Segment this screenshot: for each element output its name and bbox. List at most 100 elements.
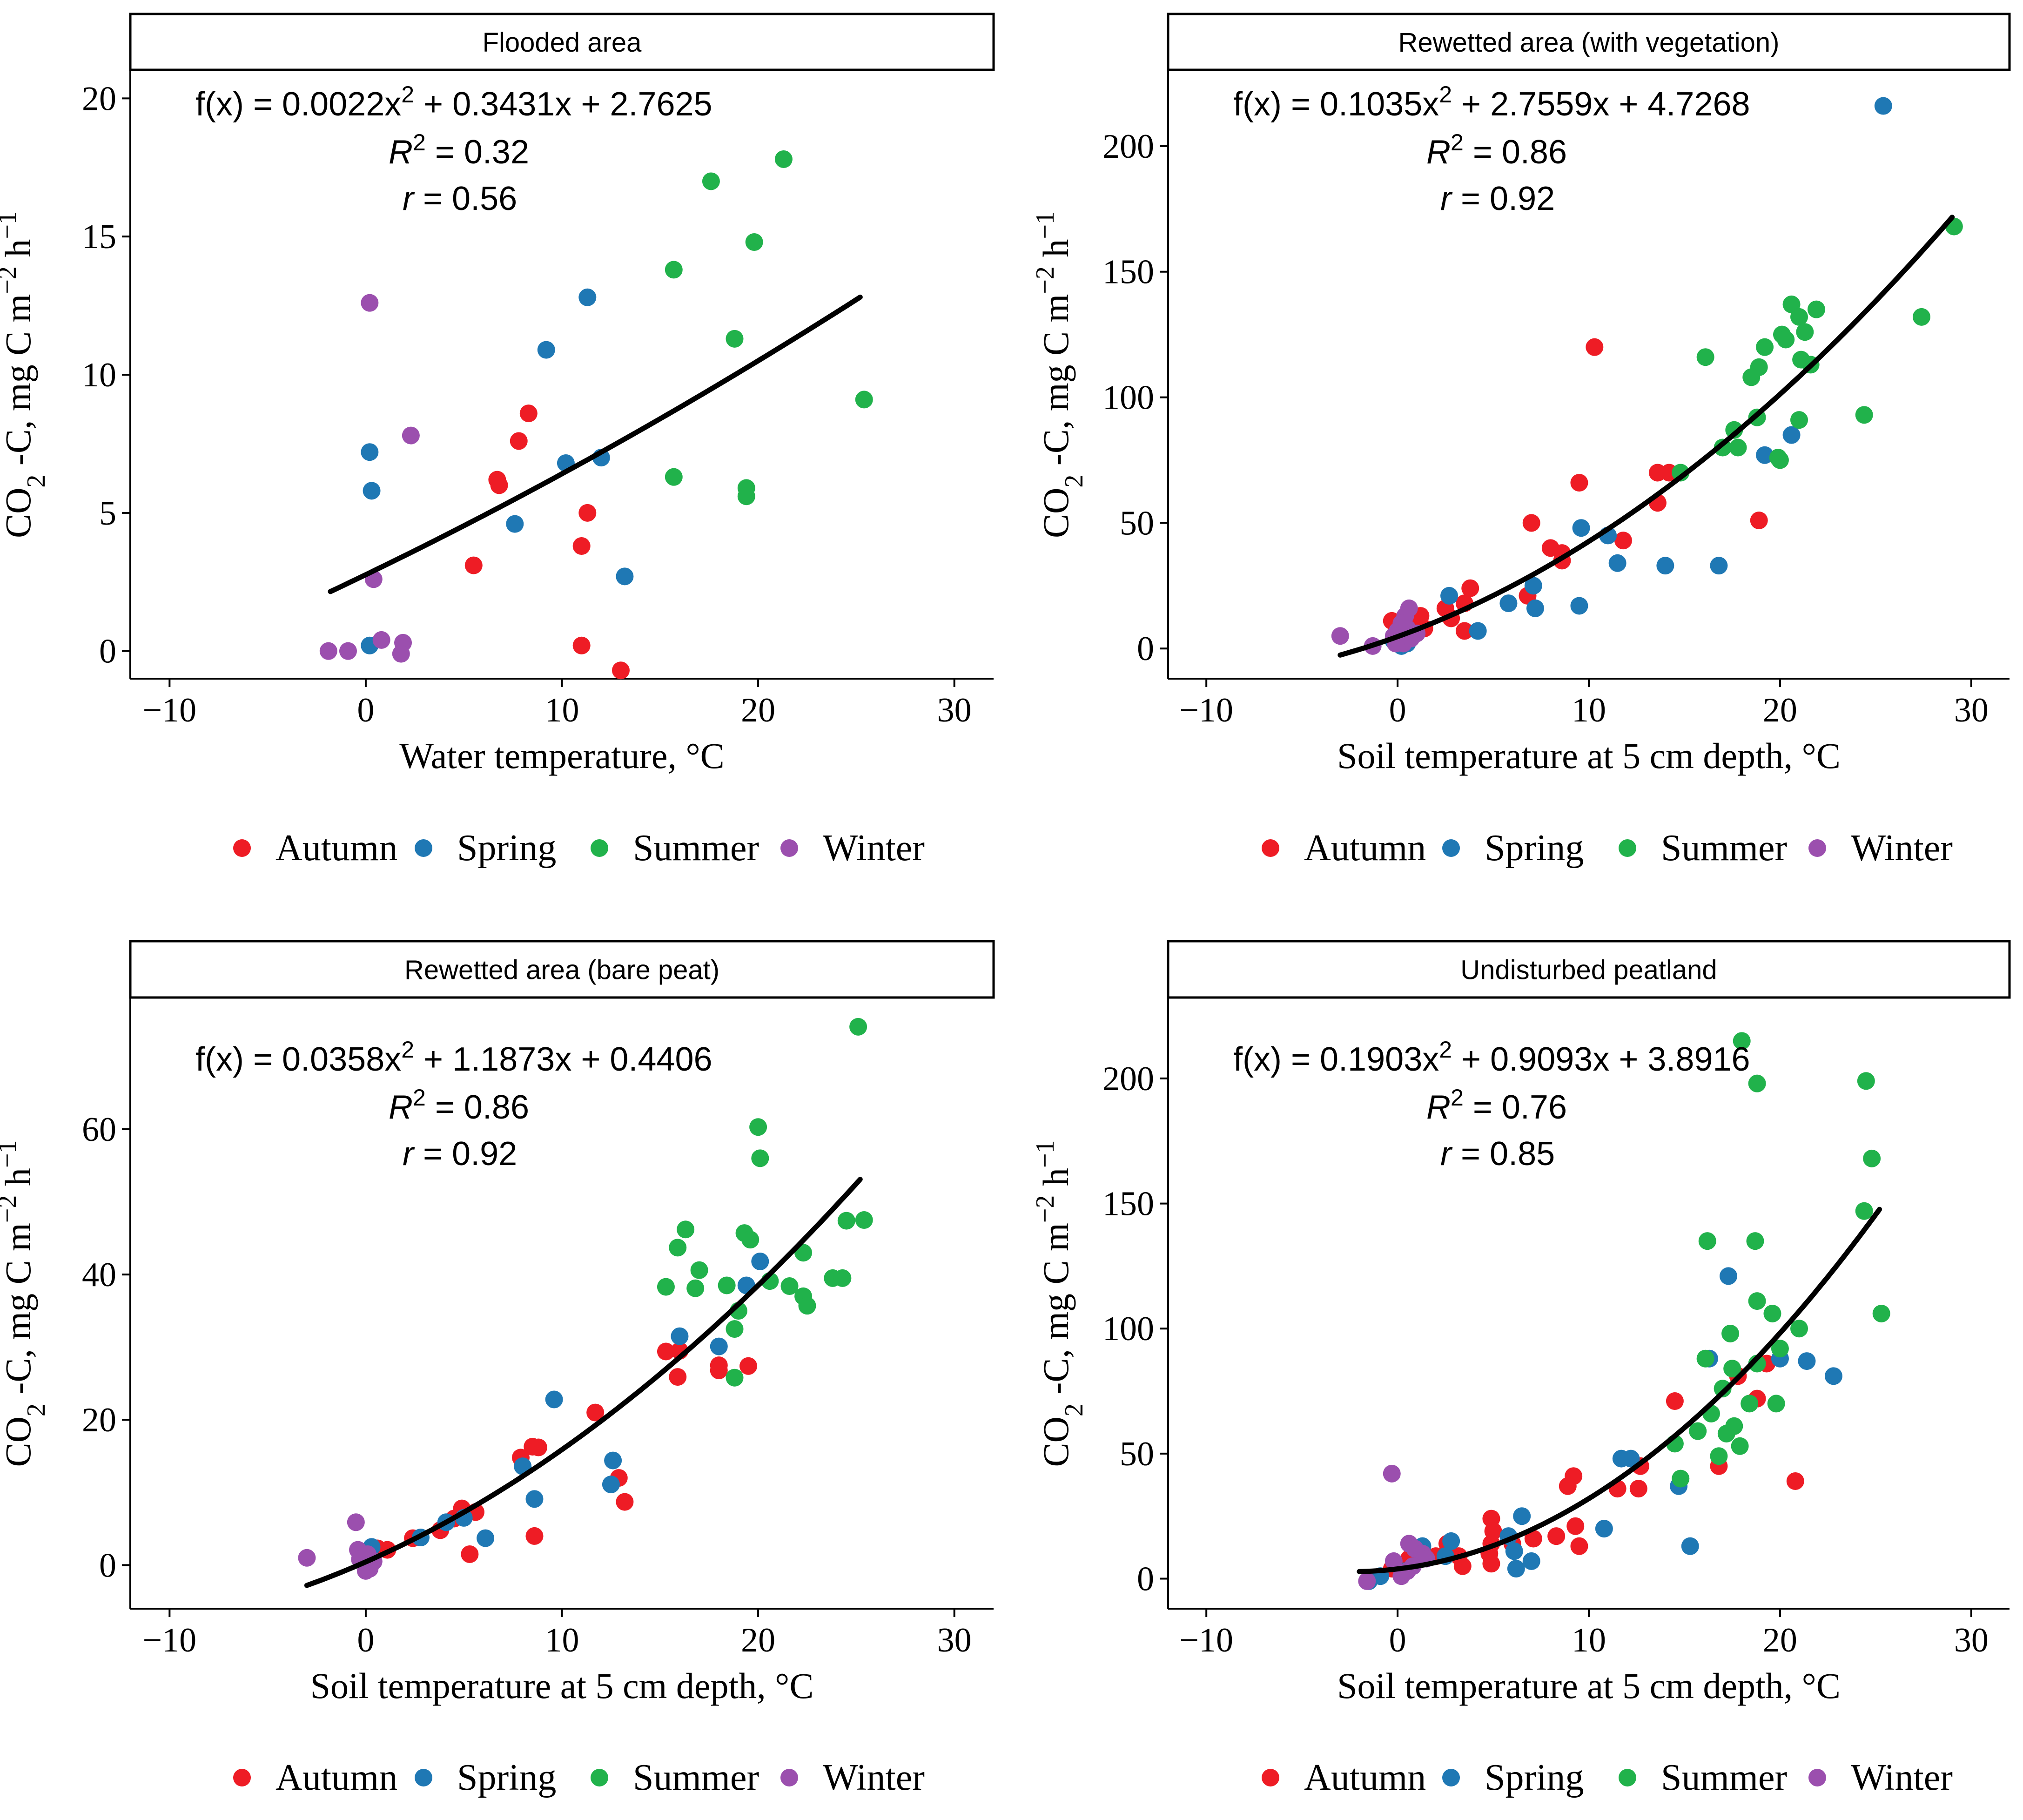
point-summer — [1771, 451, 1789, 469]
y-label-mid: -C, mg C m — [1035, 294, 1076, 475]
legend-label-winter: Winter — [823, 1757, 925, 1798]
point-summer — [726, 330, 744, 348]
point-spring — [1572, 519, 1590, 537]
r-squared: R2 = 0.76 — [1426, 1085, 1567, 1126]
point-autumn — [1614, 532, 1632, 550]
y-label-h: h — [1035, 239, 1076, 267]
r-value: r = 0.92 — [403, 1135, 517, 1173]
y-label-h: h — [0, 239, 38, 267]
y-label-co: CO — [1035, 488, 1076, 538]
point-autumn — [1586, 338, 1604, 356]
x-tick-label: 0 — [1389, 1621, 1406, 1659]
point-autumn — [657, 1342, 675, 1361]
point-autumn — [525, 1527, 544, 1545]
point-spring — [1505, 1542, 1523, 1560]
point-spring — [1522, 1552, 1540, 1570]
legend-label-summer: Summer — [633, 828, 759, 869]
y-label-sup2: −1 — [0, 1140, 22, 1168]
point-winter — [402, 426, 420, 445]
point-autumn — [464, 556, 483, 574]
r-value: r = 0.92 — [1440, 180, 1555, 217]
point-summer — [1748, 1074, 1766, 1092]
y-label-sup1: −2 — [0, 1195, 22, 1223]
point-summer — [726, 1320, 744, 1338]
point-summer — [1672, 464, 1690, 482]
legend-key-autumn — [1262, 1769, 1279, 1786]
eq-f-exp: 2 — [1439, 1037, 1452, 1063]
y-label-sup1: −2 — [1031, 266, 1060, 294]
legend-label-winter: Winter — [1851, 828, 1953, 869]
legend-label-summer: Summer — [1661, 828, 1787, 869]
y-label-sub: 2 — [1060, 475, 1089, 488]
r2-value: = 0.86 — [426, 1089, 529, 1126]
point-summer — [1863, 1149, 1881, 1167]
point-spring — [710, 1337, 728, 1355]
r2-label: R — [389, 134, 413, 171]
point-summer — [737, 487, 755, 506]
eq-f-prefix: f(x) = 0.0358x — [195, 1041, 401, 1078]
y-tick-label: 100 — [1102, 1310, 1154, 1348]
panel-2: Rewetted area (with vegetation)−10 0 10 20 3… — [1031, 13, 2011, 869]
x-axis-title: Soil temperature at 5 cm depth, °C — [310, 1665, 814, 1706]
point-spring — [363, 482, 381, 500]
point-spring — [1526, 599, 1544, 617]
point-summer — [690, 1261, 708, 1279]
legend-label-summer: Summer — [633, 1757, 759, 1798]
y-label-h: h — [0, 1168, 38, 1195]
y-tick-label: 0 — [99, 633, 116, 671]
point-summer — [751, 1149, 769, 1167]
point-autumn — [529, 1438, 547, 1456]
point-summer — [1763, 1304, 1781, 1322]
y-tick-label: 15 — [82, 218, 116, 256]
point-autumn — [1524, 1530, 1542, 1548]
r2-value: = 0.32 — [426, 134, 529, 171]
point-summer — [1672, 1469, 1690, 1488]
point-winter — [1383, 1464, 1401, 1483]
point-summer — [1742, 368, 1761, 386]
y-tick-label: 200 — [1102, 1060, 1154, 1098]
point-autumn — [1482, 1555, 1500, 1573]
eq-f-suffix: + 1.1873x + 0.4406 — [414, 1041, 712, 1078]
point-autumn — [1750, 512, 1768, 530]
point-autumn — [578, 504, 597, 522]
y-tick-label: 0 — [1137, 1560, 1154, 1598]
legend-key-summer — [1619, 839, 1636, 857]
x-axis-title: Soil temperature at 5 cm depth, °C — [1337, 1665, 1841, 1706]
equation-line: f(x) = 0.0022x2 + 0.3431x + 2.7625 — [195, 81, 712, 123]
legend-key-spring — [415, 839, 432, 857]
point-autumn — [586, 1403, 605, 1422]
legend-key-spring — [1442, 1769, 1460, 1786]
point-spring — [1874, 97, 1892, 115]
point-winter — [1331, 627, 1349, 645]
eq-f-prefix: f(x) = 0.0022x — [195, 86, 401, 123]
r-label: r — [1440, 1135, 1453, 1173]
y-axis-title: CO2 -C, mg C m−2 h−1 — [1031, 1140, 1089, 1467]
legend-key-autumn — [233, 1769, 251, 1786]
x-tick-label: 30 — [1954, 1621, 1989, 1659]
r-label: r — [403, 180, 415, 217]
point-summer — [1790, 308, 1808, 326]
y-label-co: CO — [1035, 1416, 1076, 1467]
point-autumn — [1559, 1477, 1577, 1495]
point-spring — [1507, 1560, 1525, 1578]
point-summer — [855, 1211, 873, 1229]
point-summer — [686, 1279, 705, 1297]
point-summer — [1767, 1395, 1785, 1413]
y-tick-label: 200 — [1102, 128, 1154, 166]
x-tick-label: 10 — [1572, 691, 1606, 729]
point-autumn — [669, 1368, 687, 1386]
point-summer — [1731, 1437, 1749, 1455]
y-tick-label: 50 — [1120, 504, 1154, 542]
point-summer — [1714, 1380, 1732, 1398]
point-summer — [1710, 1447, 1728, 1465]
point-summer — [1746, 1232, 1764, 1250]
facet-strip — [129, 940, 995, 999]
legend-key-summer — [591, 839, 608, 857]
x-tick-label: 20 — [1763, 691, 1797, 729]
legend-key-winter — [1808, 839, 1826, 857]
x-tick-label: −10 — [142, 1621, 196, 1659]
point-summer — [833, 1269, 852, 1287]
x-tick-label: −10 — [1179, 691, 1233, 729]
y-label-mid: -C, mg C m — [0, 294, 38, 475]
point-summer — [1721, 1324, 1740, 1342]
